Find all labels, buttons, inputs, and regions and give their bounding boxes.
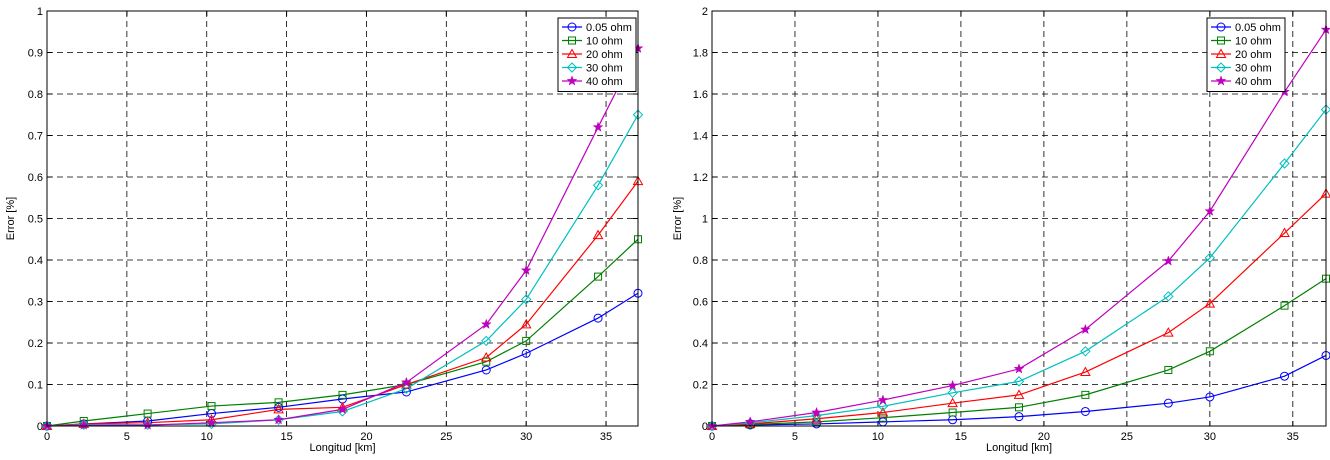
y-tick-label: 1.6 [693, 89, 708, 101]
x-tick-label: 35 [1287, 431, 1299, 443]
x-tick-label: 25 [440, 431, 452, 443]
y-tick-label: 0.5 [28, 214, 43, 226]
y-tick-label: 0.6 [693, 297, 708, 309]
y-axis-label: Error [%] [5, 197, 17, 240]
y-tick-label: 0.9 [28, 48, 43, 60]
x-tick-label: 25 [1121, 431, 1133, 443]
legend-label: 0.05 ohm [1235, 22, 1281, 34]
y-tick-label: 0.8 [28, 89, 43, 101]
legend-label: 40 ohm [1235, 76, 1272, 88]
y-tick-label: 2 [702, 6, 708, 18]
legend-label: 40 ohm [586, 76, 623, 88]
y-tick-label: 0 [702, 421, 708, 433]
x-tick-label: 10 [872, 431, 884, 443]
y-tick-label: 0.1 [28, 380, 43, 392]
y-tick-label: 0.3 [28, 297, 43, 309]
y-axis-label: Error [%] [672, 197, 684, 240]
y-tick-label: 0 [37, 421, 43, 433]
y-tick-label: 0.2 [28, 338, 43, 350]
legend-label: 30 ohm [1235, 63, 1272, 75]
legend-label: 20 ohm [1235, 49, 1272, 61]
y-tick-label: 0.6 [28, 172, 43, 184]
y-tick-label: 0.4 [28, 255, 43, 267]
x-axis-label: Longitud [km] [309, 442, 375, 454]
legend-label: 10 ohm [1235, 36, 1272, 48]
y-tick-label: 0.4 [693, 338, 708, 350]
x-tick-label: 35 [600, 431, 612, 443]
y-tick-label: 0.7 [28, 131, 43, 143]
y-tick-label: 1 [702, 214, 708, 226]
x-tick-label: 30 [520, 431, 532, 443]
legend-label: 0.05 ohm [586, 22, 632, 34]
legend-label: 20 ohm [586, 49, 623, 61]
y-tick-label: 1 [37, 6, 43, 18]
y-tick-label: 1.8 [693, 48, 708, 60]
x-tick-label: 10 [201, 431, 213, 443]
x-tick-label: 15 [280, 431, 292, 443]
x-tick-label: 5 [124, 431, 130, 443]
legend-label: 10 ohm [586, 36, 623, 48]
y-tick-label: 0.8 [693, 255, 708, 267]
x-tick-label: 0 [709, 431, 715, 443]
y-tick-label: 1.2 [693, 172, 708, 184]
x-axis-label: Longitud [km] [986, 442, 1052, 454]
legend-label: 30 ohm [586, 63, 623, 75]
y-tick-label: 0.2 [693, 380, 708, 392]
y-tick-label: 1.4 [693, 131, 708, 143]
x-tick-label: 5 [792, 431, 798, 443]
x-tick-label: 15 [955, 431, 967, 443]
x-tick-label: 0 [44, 431, 50, 443]
x-tick-label: 30 [1204, 431, 1216, 443]
